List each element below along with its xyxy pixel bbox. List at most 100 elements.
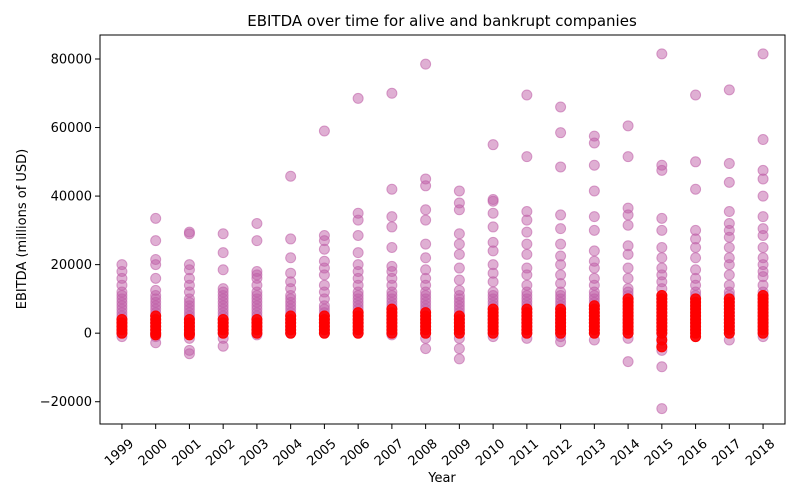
data-point-alive-2004-14 — [285, 267, 297, 279]
y-tick-label-60000: 60000 — [51, 121, 92, 136]
data-point-alive-2007-19 — [386, 221, 398, 233]
data-point-alive-2015-23 — [656, 224, 668, 236]
x-tick-label-2002: 2002 — [203, 437, 238, 470]
data-point-alive-2017-18 — [723, 241, 735, 253]
data-point-alive-2011-22 — [521, 151, 533, 163]
data-point-alive-2017-22 — [723, 206, 735, 218]
data-point-bankrupt-2008-6 — [420, 307, 432, 319]
data-point-alive-2018-25 — [757, 164, 769, 176]
data-point-alive-2005-11 — [318, 279, 330, 291]
y-tick-label-0: 0 — [84, 327, 92, 342]
data-point-alive-2003-19 — [251, 218, 263, 230]
x-tick-label-2010: 2010 — [473, 437, 508, 470]
data-point-alive-2008-17 — [420, 264, 432, 276]
data-point-alive-2010-13 — [487, 286, 499, 298]
data-point-alive-2009-22 — [453, 197, 465, 209]
x-tick-label-2000: 2000 — [136, 437, 171, 470]
data-point-alive-2018-22 — [757, 211, 769, 223]
data-point-alive-2011-16 — [521, 262, 533, 274]
data-point-alive-2006-17 — [352, 247, 364, 259]
data-point-bankrupt-2005-5 — [318, 310, 330, 322]
data-point-alive-2011-23 — [521, 89, 533, 101]
data-point-alive-2012-16 — [555, 269, 567, 281]
data-point-alive-2000-14 — [150, 284, 162, 296]
data-point-alive-2013-15 — [588, 272, 600, 284]
data-point-alive-2015-24 — [656, 212, 668, 224]
data-point-alive-2007-21 — [386, 183, 398, 195]
data-point-alive-2003-18 — [251, 235, 263, 247]
data-point-alive-2013-22 — [588, 159, 600, 171]
x-tick-label-2017: 2017 — [709, 437, 744, 470]
data-point-alive-2008-0 — [420, 343, 432, 355]
data-point-alive-2003-17 — [251, 265, 263, 277]
data-point-alive-2018-19 — [757, 241, 769, 253]
data-point-bankrupt-2000-6 — [150, 310, 162, 322]
data-point-alive-2000-15 — [150, 272, 162, 284]
data-point-alive-2013-20 — [588, 211, 600, 223]
x-tick-label-2007: 2007 — [372, 437, 407, 470]
data-point-alive-2007-20 — [386, 211, 398, 223]
data-point-bankrupt-2015-13 — [656, 289, 668, 301]
y-axis: −20000 0 20000 40000 60000 80000 — [40, 52, 100, 410]
x-tick-label-2016: 2016 — [676, 437, 711, 470]
data-point-alive-2011-14 — [521, 279, 533, 291]
data-point-alive-2009-17 — [453, 262, 465, 274]
data-point-alive-2015-1 — [656, 361, 668, 373]
x-tick-label-2018: 2018 — [743, 437, 778, 470]
data-point-alive-2016-22 — [690, 156, 702, 168]
data-point-alive-2013-19 — [588, 224, 600, 236]
data-point-bankrupt-2018-11 — [757, 289, 769, 301]
data-point-alive-2012-19 — [555, 238, 567, 250]
data-point-alive-2011-18 — [521, 238, 533, 250]
data-point-alive-2012-23 — [555, 127, 567, 139]
data-point-alive-2009-15 — [453, 284, 465, 296]
data-point-alive-2002-17 — [217, 247, 229, 259]
data-point-alive-2006-20 — [352, 207, 364, 219]
x-tick-label-2003: 2003 — [237, 437, 272, 470]
data-point-bankrupt-2004-5 — [285, 310, 297, 322]
data-point-alive-2018-21 — [757, 223, 769, 235]
x-tick-label-2012: 2012 — [541, 437, 576, 470]
points-layer — [116, 48, 769, 415]
data-point-alive-2015-21 — [656, 252, 668, 264]
data-point-bankrupt-2002-4 — [217, 313, 229, 325]
y-tick-label-80000: 80000 — [51, 52, 92, 67]
data-point-alive-2015-20 — [656, 262, 668, 274]
data-point-alive-2010-23 — [487, 139, 499, 151]
x-tick-label-2006: 2006 — [338, 437, 373, 470]
x-tick-label-2013: 2013 — [574, 437, 609, 470]
data-point-alive-2017-23 — [723, 176, 735, 188]
data-point-alive-2000-19 — [150, 212, 162, 224]
x-tick-label-2011: 2011 — [507, 437, 542, 470]
data-point-alive-2014-22 — [622, 202, 634, 214]
y-axis-label: EBITDA (millions of USD) — [15, 149, 30, 310]
data-point-alive-2008-18 — [420, 252, 432, 264]
data-point-alive-2017-25 — [723, 84, 735, 96]
y-tick-label-20000: 20000 — [51, 258, 92, 273]
data-point-bankrupt-2012-7 — [555, 303, 567, 315]
data-point-alive-2006-18 — [352, 229, 364, 241]
data-point-bankrupt-2011-7 — [521, 303, 533, 315]
data-point-alive-2009-19 — [453, 238, 465, 250]
data-point-alive-2016-21 — [690, 183, 702, 195]
data-point-alive-2010-22 — [487, 194, 499, 206]
data-point-alive-2009-23 — [453, 185, 465, 197]
data-point-alive-2009-1 — [453, 343, 465, 355]
data-point-alive-2017-17 — [723, 252, 735, 264]
data-point-alive-2007-22 — [386, 87, 398, 99]
data-point-alive-2010-18 — [487, 236, 499, 248]
data-point-alive-2015-0 — [656, 403, 668, 415]
data-point-alive-2017-14 — [723, 279, 735, 291]
data-point-alive-2009-0 — [453, 353, 465, 365]
data-point-alive-2018-27 — [757, 48, 769, 60]
data-point-alive-2000-17 — [150, 253, 162, 265]
data-point-bankrupt-2007-7 — [386, 303, 398, 315]
data-point-alive-2001-18 — [183, 259, 195, 271]
data-point-bankrupt-2017-10 — [723, 293, 735, 305]
x-axis: 1999200020012002200320042005200620072008… — [102, 424, 778, 469]
data-point-alive-2018-18 — [757, 252, 769, 264]
data-point-alive-2006-16 — [352, 259, 364, 271]
plot-frame — [99, 34, 786, 425]
